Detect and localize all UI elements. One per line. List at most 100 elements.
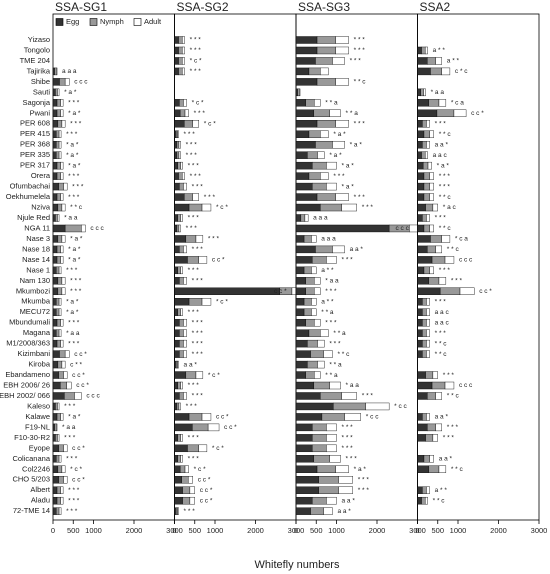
category-label: Shibe (31, 77, 50, 86)
bar-segment (178, 57, 183, 65)
bar-segment (52, 507, 57, 515)
bar-segment (181, 46, 185, 55)
bar-segment (58, 151, 62, 159)
bar-segment (417, 434, 426, 442)
significance-label: * * a (321, 309, 334, 316)
bar-segment (323, 350, 333, 358)
bar-segment (56, 67, 58, 76)
bar-segment (424, 496, 428, 505)
bar-segment (185, 235, 197, 243)
x-tick-label: 2000 (490, 526, 507, 535)
bar-segment (174, 496, 183, 505)
bar-segment (52, 78, 60, 86)
bar-segment (295, 507, 311, 515)
bar-segment (314, 318, 321, 327)
bar-segment (177, 266, 181, 275)
bar-segment (295, 423, 313, 432)
category-label: Tongolo (24, 45, 50, 54)
significance-label: * * * (70, 120, 82, 127)
bar-segment (52, 99, 58, 107)
category-label: Kizimbani (17, 349, 50, 358)
significance-label: * a * (68, 246, 81, 253)
bar-segment (341, 203, 357, 212)
significance-label: c * c (455, 68, 468, 75)
significance-label: a a a (62, 68, 77, 75)
bar-segment (56, 109, 61, 117)
bar-segment (441, 67, 451, 76)
x-tick-label: 1000 (328, 526, 345, 535)
bar-segment (61, 360, 66, 369)
bar-segment (417, 88, 421, 97)
category-label: Col2246 (22, 464, 50, 473)
bar-segment (56, 423, 58, 432)
bar-segment (417, 130, 425, 138)
bar-segment (305, 277, 315, 285)
bar-segment (320, 67, 329, 76)
bar-segment (52, 476, 59, 484)
significance-label: * a * (342, 162, 355, 169)
bar-segment (295, 182, 313, 191)
bar-segment (56, 245, 61, 254)
bar-segment (435, 57, 443, 65)
significance-label: * a c (443, 204, 457, 211)
bar-segment (175, 130, 178, 138)
significance-label: * a * (66, 152, 79, 159)
bar-segment (423, 172, 430, 180)
significance-label: a * * (435, 487, 448, 494)
bar-segment (295, 287, 306, 295)
bar-segment (177, 455, 181, 463)
significance-label: c c * (212, 257, 225, 264)
significance-label: * * * (362, 393, 374, 400)
significance-label: * * * (188, 456, 200, 463)
bar-segment (426, 329, 430, 337)
bar-segment (57, 235, 63, 243)
bar-segment (174, 381, 178, 390)
significance-label: * * * (68, 100, 80, 107)
bar-segment (429, 182, 434, 191)
category-label: Yizaso (28, 35, 50, 44)
significance-label: * * * (358, 487, 370, 494)
bar-segment (422, 350, 427, 358)
bar-segment (417, 203, 426, 212)
bar-segment (312, 182, 327, 191)
bar-segment (417, 182, 425, 191)
bar-segment (365, 402, 390, 411)
bar-segment (179, 339, 184, 348)
bar-segment (431, 381, 446, 390)
significance-label: * c a (451, 100, 464, 107)
significance-label: * c * (70, 466, 82, 473)
bar-segment (422, 140, 427, 149)
bar-segment (52, 339, 58, 348)
bar-segment (332, 57, 345, 65)
bar-segment (428, 277, 440, 285)
significance-label: * * * (188, 382, 200, 389)
x-tick-label: 0 (172, 526, 176, 535)
category-label: Aladu (31, 496, 50, 505)
significance-label: * * * (72, 183, 84, 190)
x-tick-label: 1000 (85, 526, 102, 535)
bar-segment (180, 266, 183, 275)
x-tick-label: 1000 (450, 526, 467, 535)
category-label: CHO 5/203 (12, 475, 50, 484)
bar-segment (316, 46, 336, 55)
bar-segment (52, 277, 59, 285)
bar-segment (417, 350, 423, 358)
significance-label: * * * (192, 278, 204, 285)
bar-segment (52, 193, 58, 201)
bar-segment (312, 496, 327, 505)
significance-label: * * * (188, 309, 200, 316)
bar-segment (183, 277, 187, 285)
bar-segment (174, 476, 182, 484)
bar-segment (180, 455, 183, 463)
bar-segment (435, 245, 443, 254)
bar-segment (56, 329, 60, 337)
bar-segment (422, 298, 427, 306)
bar-segment (314, 371, 321, 379)
bar-segment (187, 256, 200, 264)
bar-segment (295, 203, 321, 212)
bar-segment (326, 256, 337, 264)
bar-segment (174, 507, 177, 515)
x-tick-label: 500 (188, 526, 201, 535)
significance-label: * * * (186, 403, 198, 410)
bar-segment (417, 214, 423, 222)
